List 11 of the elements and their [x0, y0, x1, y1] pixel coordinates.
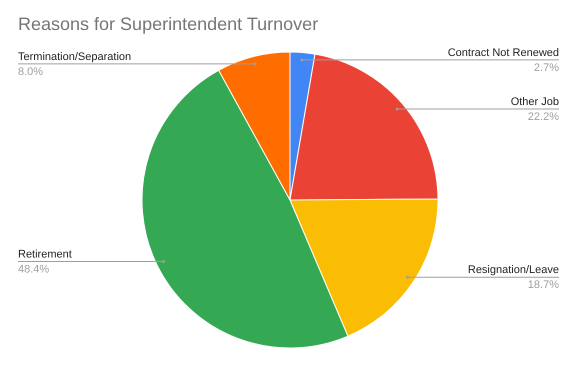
slice-label: Resignation/Leave — [468, 264, 559, 276]
data-label: 18.7% — [528, 279, 560, 292]
data-label: 48.4% — [18, 263, 50, 276]
data-label: 22.2% — [528, 111, 560, 124]
slice-label: Other Job — [510, 96, 559, 108]
data-label: 8.0% — [18, 66, 44, 78]
chart-title: Reasons for Superintendent Turnover — [18, 14, 318, 34]
slice-label: Termination/Separation — [18, 50, 132, 63]
slice-label: Retirement — [18, 248, 72, 260]
slice-label: Contract Not Renewed — [448, 46, 559, 59]
data-label: 2.7% — [534, 62, 560, 74]
